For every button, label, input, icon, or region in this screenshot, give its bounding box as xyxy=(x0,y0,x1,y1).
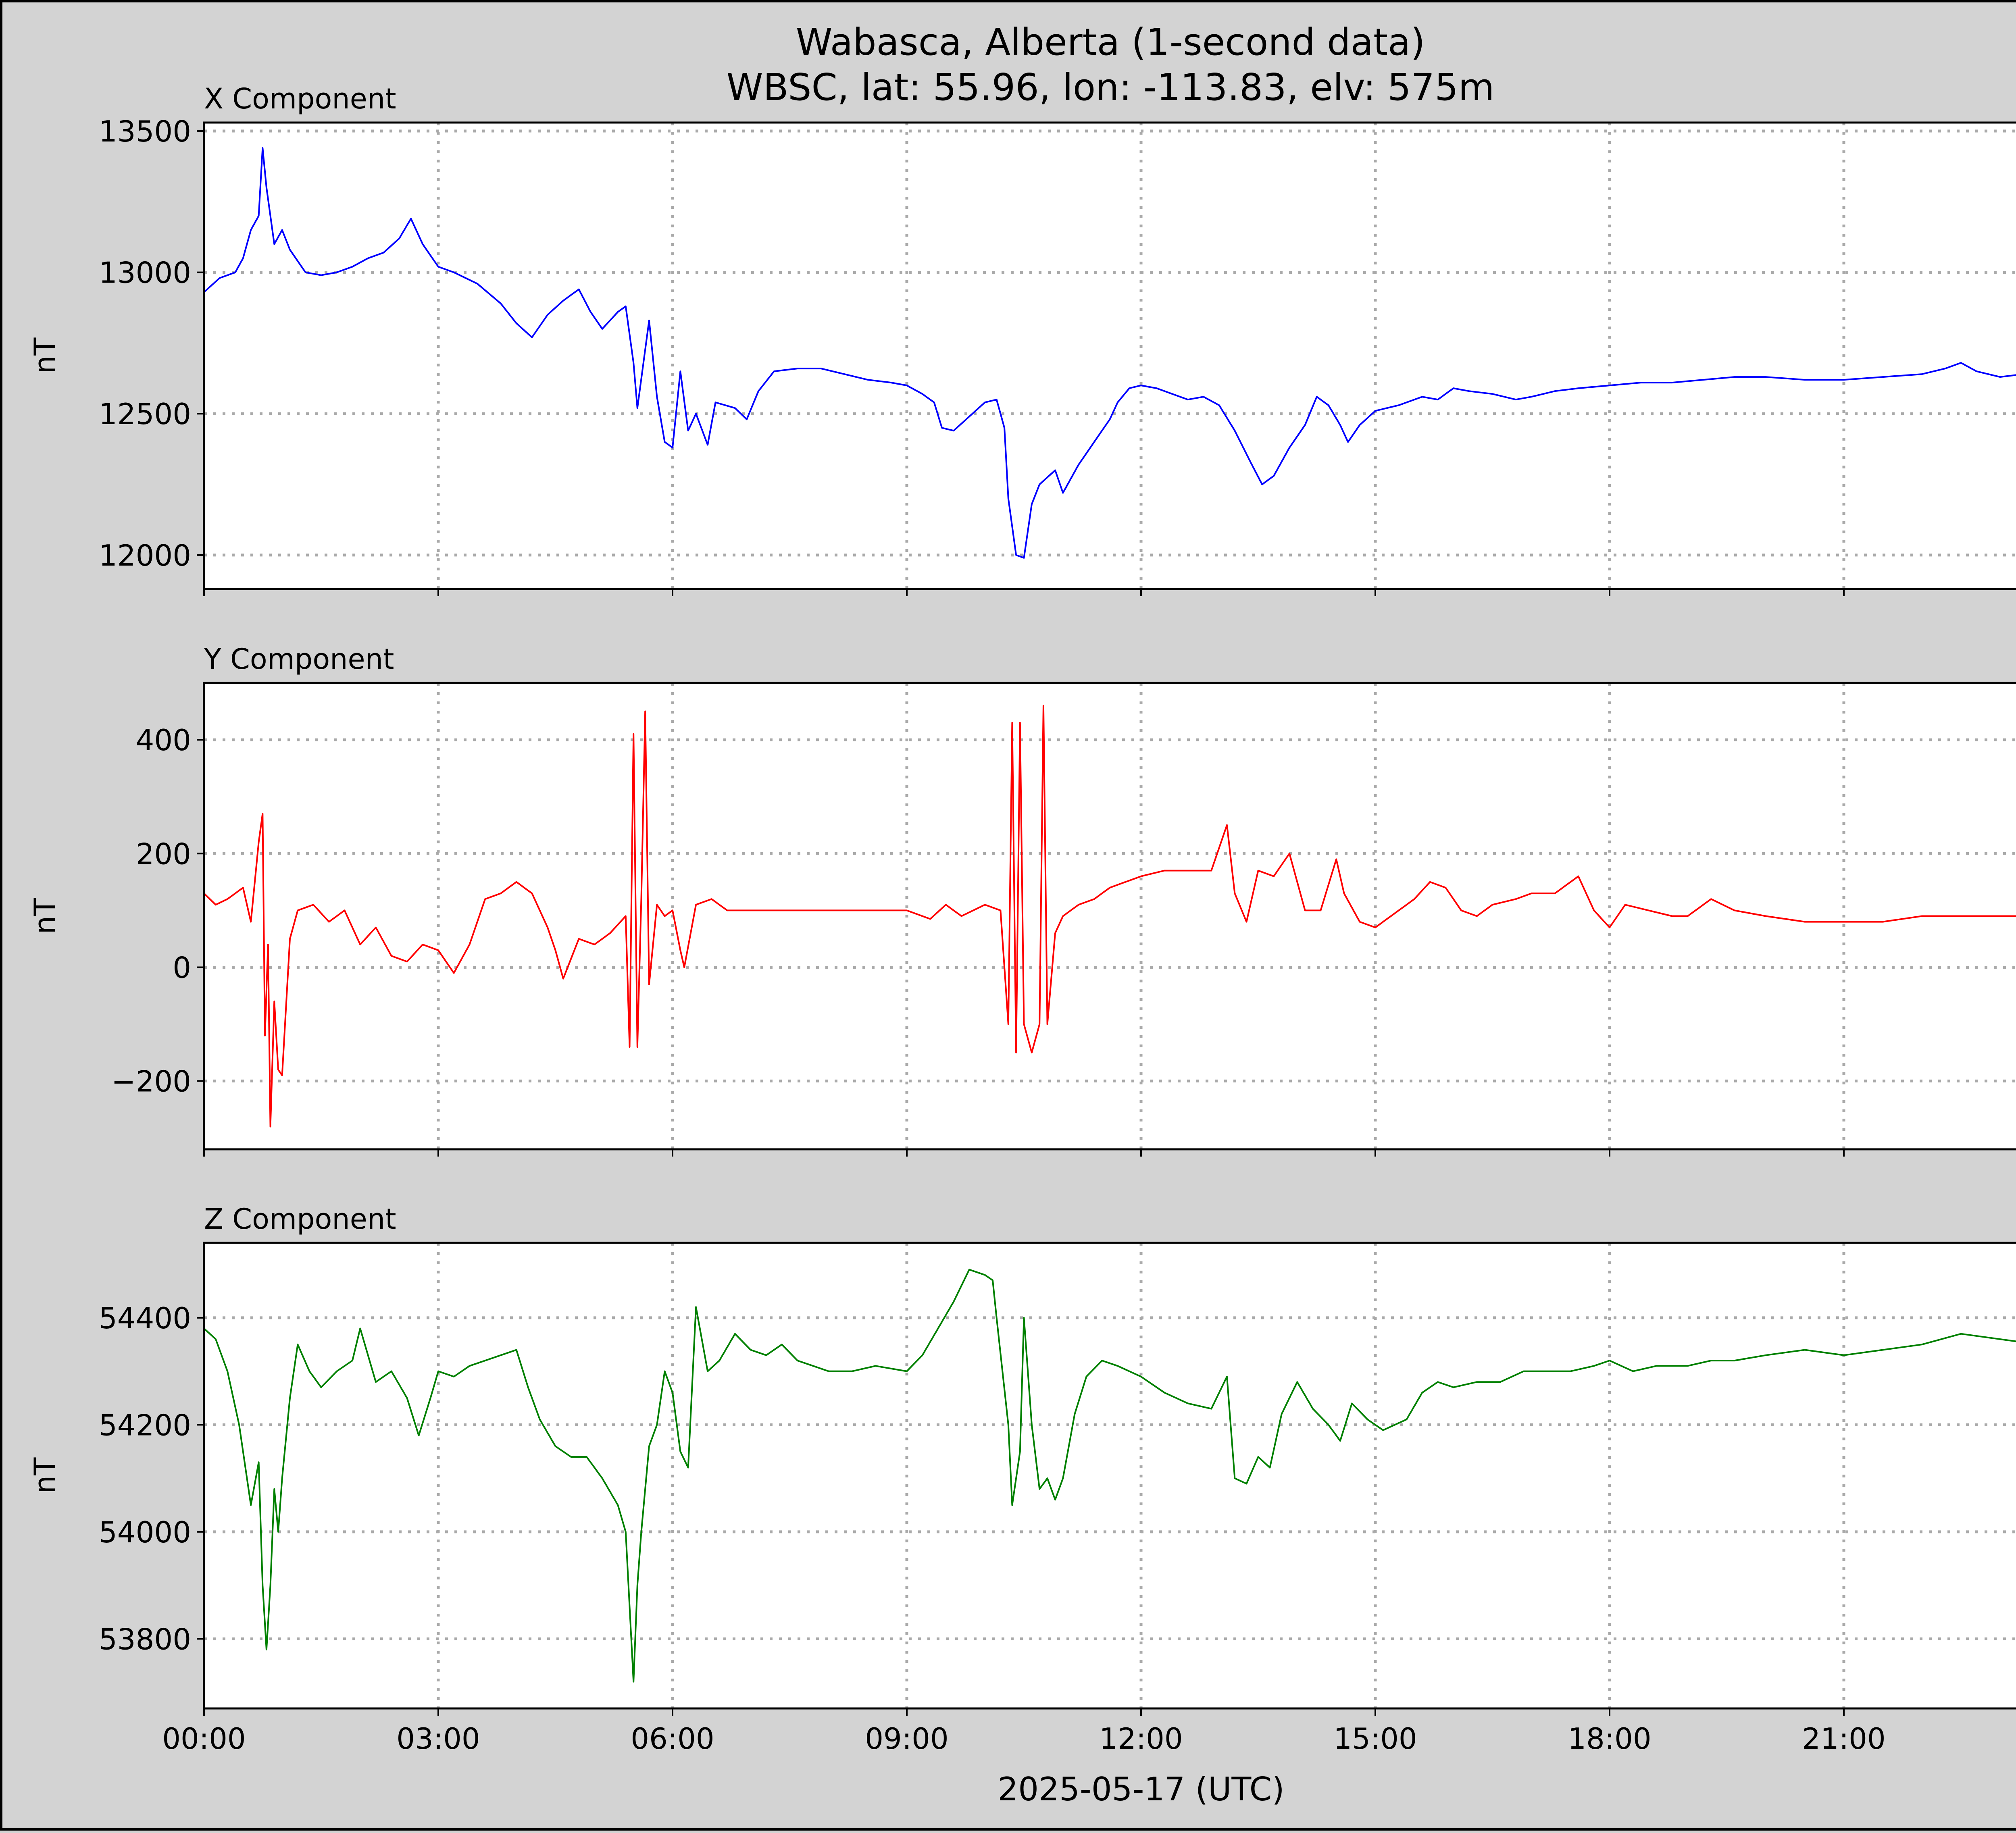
x-y-tick-label: 12500 xyxy=(99,397,191,431)
x-component-title: X Component xyxy=(204,82,396,115)
x-tick-label: 21:00 xyxy=(1802,1722,1886,1756)
x-tick-label: 00:00 xyxy=(162,1722,246,1756)
x-tick-label: 15:00 xyxy=(1333,1722,1417,1756)
z-y-tick-label: 54400 xyxy=(99,1301,191,1335)
x-component-panel: 12000 12500 13000 13500 X Component nT xyxy=(28,82,2016,596)
x-plot-frame xyxy=(203,121,2016,590)
x-tick-label: 03:00 xyxy=(396,1722,480,1756)
y-y-tick-label: −200 xyxy=(111,1065,191,1099)
x-axis-label: 2025-05-17 (UTC) xyxy=(998,1771,1284,1808)
chart-title: Wabasca, Alberta (1-second data) xyxy=(796,21,1425,64)
x-y-axis-label: nT xyxy=(28,337,62,374)
x-tick-label: 09:00 xyxy=(865,1722,949,1756)
y-plot-area xyxy=(204,683,2016,1149)
x-y-tick-label: 12000 xyxy=(99,539,191,572)
x-component-series-line xyxy=(203,147,2016,559)
y-component-panel: −200 0 200 400 Y Component nT xyxy=(28,643,2016,1157)
z-y-tick-label: 54200 xyxy=(99,1408,191,1442)
chart-subtitle: WBSC, lat: 55.96, lon: -113.83, elv: 575… xyxy=(727,66,1495,109)
z-component-series-line xyxy=(203,1269,2016,1683)
y-y-tick-label: 200 xyxy=(136,837,191,871)
y-y-tick-label: 400 xyxy=(136,723,191,757)
z-y-axis-label: nT xyxy=(28,1457,62,1494)
x-plot-area xyxy=(204,123,2016,589)
y-component-title: Y Component xyxy=(204,643,394,676)
y-component-series-line xyxy=(203,705,2016,1128)
y-y-axis-label: nT xyxy=(28,898,62,934)
x-y-tick-label: 13000 xyxy=(99,256,191,290)
z-y-tick-label: 53800 xyxy=(99,1622,191,1656)
z-component-panel: 00:00 03:00 06:00 09:00 12:00 15:00 18:00 21:00… xyxy=(28,1203,2016,1756)
z-plot-area xyxy=(204,1243,2016,1708)
x-tick-label: 18:00 xyxy=(1568,1722,1652,1756)
z-plot-frame xyxy=(203,1242,2016,1710)
x-tick-label: 12:00 xyxy=(1099,1722,1183,1756)
z-y-tick-label: 54000 xyxy=(99,1515,191,1549)
y-plot-frame xyxy=(203,682,2016,1151)
x-y-tick-label: 13500 xyxy=(99,114,191,148)
x-tick-label: 06:00 xyxy=(631,1722,714,1756)
z-component-title: Z Component xyxy=(204,1203,396,1236)
y-y-tick-label: 0 xyxy=(173,951,191,984)
